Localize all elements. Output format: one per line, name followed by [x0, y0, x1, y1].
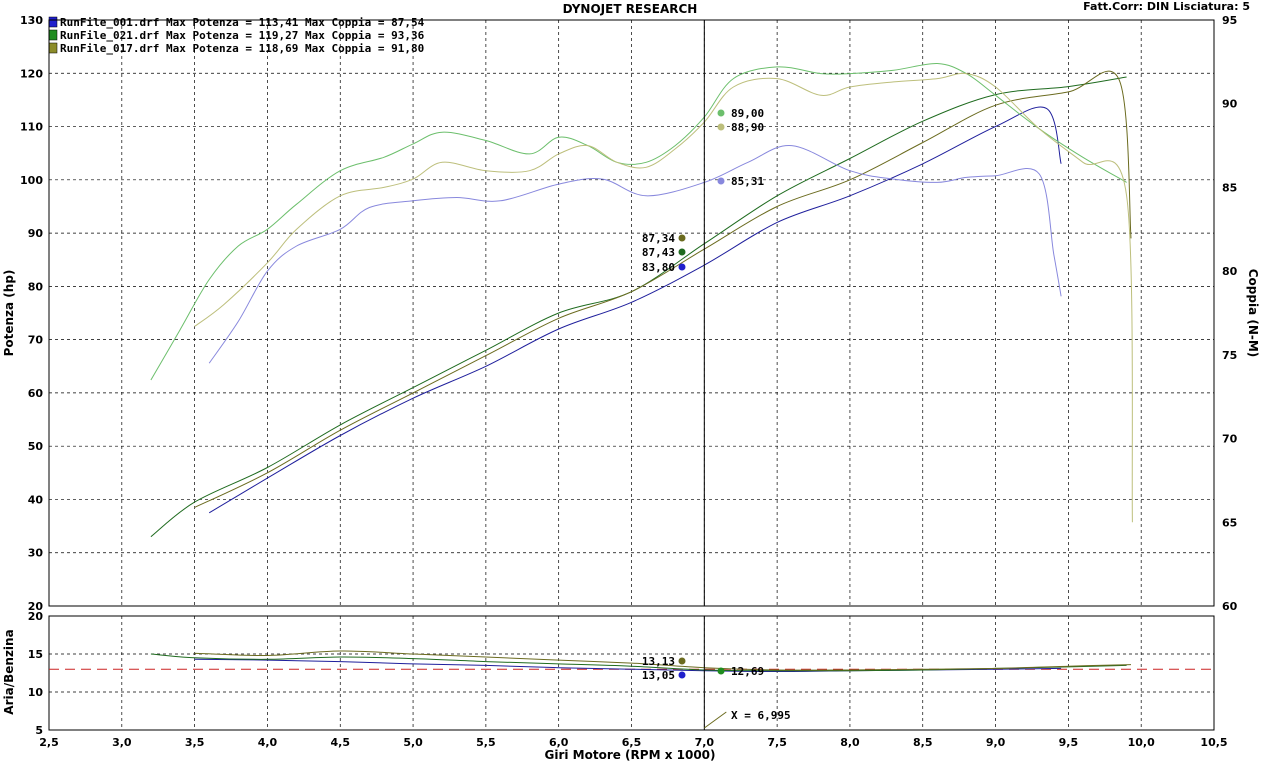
torque-marker	[717, 177, 725, 185]
y-right-tick-label: 85	[1222, 181, 1237, 194]
y-right-tick-label: 90	[1222, 98, 1238, 111]
afr-marker	[678, 657, 686, 665]
x-tick-label: 7,5	[767, 736, 787, 749]
y-right-tick-label: 60	[1222, 600, 1238, 613]
afr-tick-label: 5	[35, 724, 43, 737]
x-tick-label: 10,0	[1128, 736, 1155, 749]
afr-tick-label: 20	[28, 610, 44, 623]
x-tick-label: 9,5	[1059, 736, 1079, 749]
legend-entry: RunFile_017.drf Max Potenza = 118,69 Max…	[60, 42, 424, 55]
y-tick-label: 130	[20, 14, 43, 27]
afr-marker	[678, 671, 686, 679]
power-value-label: 87,34	[642, 232, 675, 245]
afr-tick-label: 10	[28, 686, 44, 699]
x-tick-label: 7,0	[695, 736, 715, 749]
x-axis-label: Giri Motore (RPM x 1000)	[544, 748, 715, 762]
y-right-tick-label: 65	[1222, 516, 1237, 529]
afr-series	[150, 650, 1132, 673]
y-tick-label: 30	[28, 547, 44, 560]
x-tick-label: 8,5	[913, 736, 933, 749]
afr-value-label: 13,13	[642, 655, 675, 668]
cursor-pointer	[704, 711, 727, 729]
afr-curve	[194, 650, 1132, 671]
torque-curve	[150, 62, 1127, 381]
x-tick-label: 8,0	[840, 736, 860, 749]
y-right-tick-label: 75	[1222, 349, 1237, 362]
y-tick-label: 120	[20, 67, 43, 80]
x-tick-label: 6,0	[549, 736, 569, 749]
power-value-label: 83,80	[642, 261, 675, 274]
axis-ticks: 2,5 3,0 3,5 4,0 4,5 5,0 5,5 6,0 6,5 7,0 7,5 8,0 8,5 9…	[20, 14, 1238, 749]
torque-marker	[717, 109, 725, 117]
y-axis-left-label: Potenza (hp)	[2, 270, 16, 357]
torque-value-label: 88,90	[731, 121, 764, 134]
y-tick-label: 60	[28, 387, 44, 400]
cursor-x-label: X = 6,995	[731, 709, 791, 722]
main-series	[150, 62, 1133, 538]
y-tick-label: 50	[28, 440, 44, 453]
power-value-label: 87,43	[642, 246, 675, 259]
x-tick-label: 3,0	[112, 736, 132, 749]
x-tick-label: 6,5	[622, 736, 642, 749]
legend: RunFile_001.drf Max Potenza = 113,41 Max…	[48, 16, 425, 55]
afr-tick-label: 15	[28, 648, 43, 661]
power-marker	[678, 248, 686, 256]
main-grid	[49, 20, 1214, 606]
legend-entry: RunFile_001.drf Max Potenza = 113,41 Max…	[60, 16, 425, 29]
y-right-tick-label: 80	[1222, 265, 1238, 278]
y-tick-label: 80	[28, 280, 44, 293]
legend-entry: RunFile_021.drf Max Potenza = 119,27 Max…	[60, 29, 425, 42]
torque-value-label: 89,00	[731, 107, 764, 120]
y-tick-label: 100	[20, 174, 43, 187]
afr-value-label: 13,05	[642, 669, 675, 682]
y-tick-label: 20	[28, 600, 44, 613]
torque-curve	[208, 145, 1062, 364]
y-tick-label: 70	[28, 334, 44, 347]
y-right-tick-label: 95	[1222, 14, 1237, 27]
power-marker	[678, 263, 686, 271]
legend-swatch	[48, 16, 58, 28]
x-tick-label: 5,0	[403, 736, 423, 749]
x-tick-label: 10,5	[1200, 736, 1227, 749]
y-tick-label: 40	[28, 493, 44, 506]
x-tick-label: 9,0	[986, 736, 1006, 749]
y-axis-right-label: Coppia (N-M)	[1246, 269, 1260, 358]
power-curve	[194, 70, 1132, 508]
legend-swatch	[48, 29, 58, 41]
afr-value-label: 12,69	[731, 665, 764, 678]
afr-axis-label: Aria/Benzina	[2, 629, 16, 714]
power-curve	[208, 106, 1062, 514]
legend-swatch	[48, 42, 58, 54]
torque-value-label: 85,31	[731, 175, 764, 188]
x-tick-label: 3,5	[185, 736, 205, 749]
power-curve	[150, 76, 1127, 538]
x-tick-label: 4,0	[258, 736, 278, 749]
chart-title: DYNOJET RESEARCH	[563, 2, 698, 16]
torque-marker	[717, 123, 725, 131]
x-tick-label: 4,5	[331, 736, 351, 749]
correction-info: Fatt.Corr: DIN Lisciatura: 5	[1083, 0, 1250, 13]
y-right-tick-label: 70	[1222, 433, 1238, 446]
x-tick-label: 2,5	[39, 736, 59, 749]
torque-curve	[194, 72, 1133, 523]
afr-grid	[49, 616, 1214, 730]
x-tick-label: 5,5	[476, 736, 496, 749]
power-marker	[678, 234, 686, 242]
afr-marker	[717, 667, 725, 675]
y-tick-label: 110	[20, 121, 43, 134]
y-tick-label: 90	[28, 227, 44, 240]
